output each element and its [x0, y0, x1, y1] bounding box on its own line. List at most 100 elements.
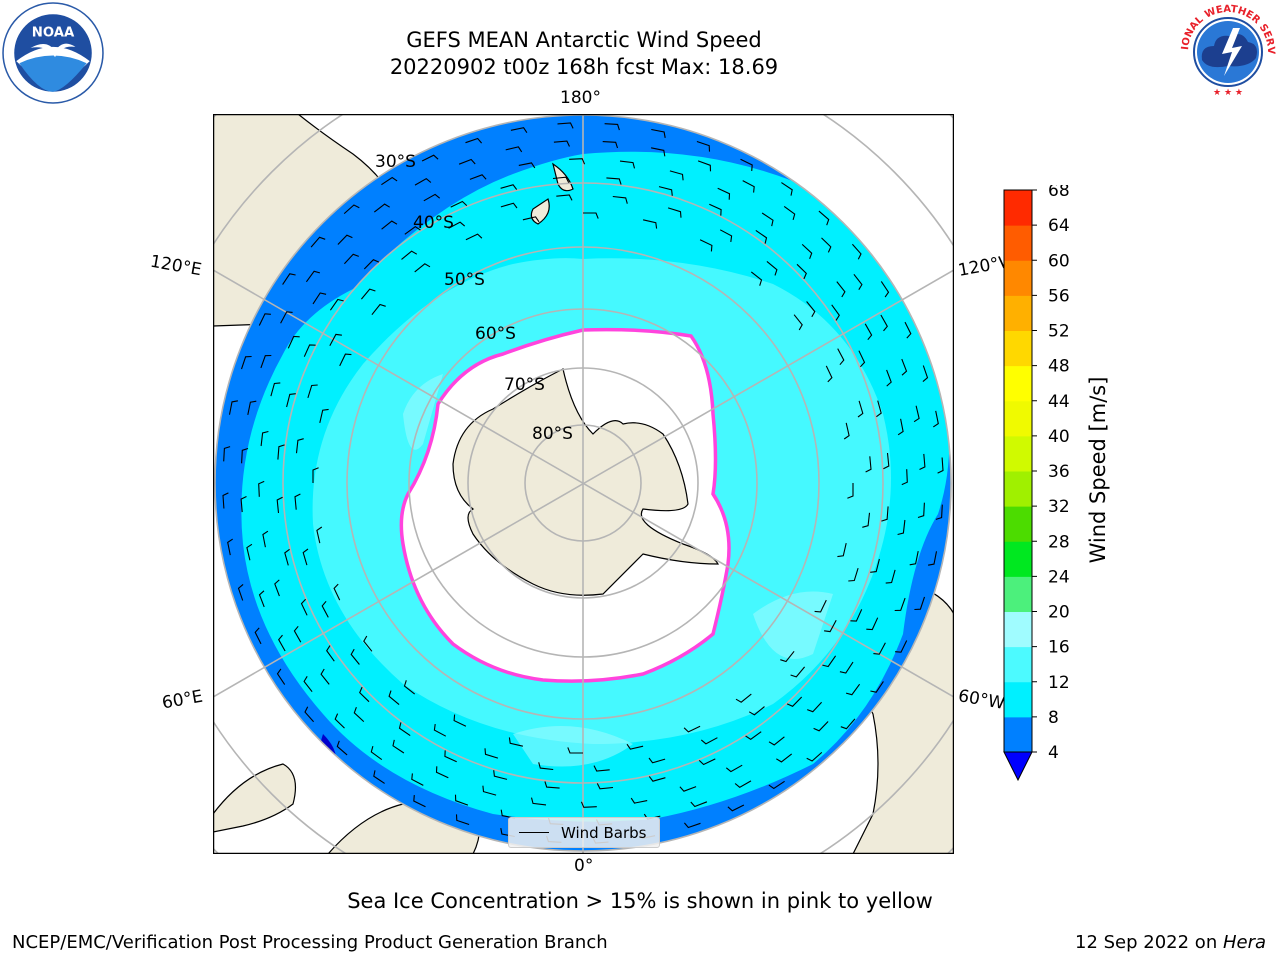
colorbar-segment: [1004, 541, 1032, 577]
polar-map: [212, 113, 955, 855]
wind-barb: [286, 393, 296, 408]
wind-barb: [293, 625, 302, 643]
wind-barb: [363, 635, 373, 652]
wind-barb: [786, 696, 803, 707]
wind-barb: [455, 814, 470, 826]
wind-barb: [719, 229, 733, 242]
wind-barb: [913, 405, 920, 423]
wind-barb: [667, 207, 682, 218]
wind-barb: [280, 311, 293, 324]
wind-barb: [839, 661, 854, 674]
wind-barb: [619, 160, 636, 169]
wind-barb: [493, 770, 508, 780]
wind-barb: [602, 141, 619, 149]
wind-barb: [450, 200, 468, 208]
wind-barb: [648, 776, 666, 782]
wind-barb: [847, 483, 854, 499]
colorbar-segment: [1004, 506, 1032, 542]
wind-barb: [360, 288, 376, 300]
wind-barb: [824, 619, 837, 633]
lat-label-30s: 30°S: [375, 152, 416, 172]
wind-barb: [768, 780, 785, 790]
caption: Sea Ice Concentration > 15% is shown in …: [347, 889, 933, 913]
map-frame: [212, 113, 955, 855]
wind-barb: [593, 765, 610, 772]
wind-barb: [282, 273, 296, 285]
wind-barb: [277, 444, 285, 460]
wind-barb: [254, 627, 262, 645]
lon-label-0: 0°: [574, 856, 594, 876]
wind-barb: [750, 271, 763, 286]
lon-label-60e: 60°E: [160, 686, 205, 714]
wind-barb: [698, 758, 716, 766]
wind-barb: [567, 747, 583, 754]
wind-barb: [552, 176, 570, 183]
wind-barb: [894, 597, 906, 612]
wind-barb: [922, 365, 929, 383]
wind-barb: [851, 243, 862, 260]
colorbar-segment: [1004, 716, 1032, 753]
wind-barb: [343, 204, 360, 215]
wind-barb: [303, 344, 316, 357]
wind-barb: [303, 676, 313, 693]
wind-barb: [836, 281, 846, 298]
wind-barb: [448, 221, 466, 229]
wind-barb: [781, 182, 793, 196]
title-line-1: GEFS MEAN Antarctic Wind Speed: [406, 28, 762, 52]
wind-barb: [895, 640, 908, 653]
wind-barb: [822, 655, 837, 668]
wind-barb: [727, 804, 745, 812]
wind-barb: [453, 714, 467, 727]
wind-barb: [669, 170, 684, 181]
wind-barb: [761, 212, 774, 227]
wind-barb: [556, 194, 573, 201]
title-line-2: 20220902 t00z 168h fcst Max: 18.69: [389, 55, 779, 79]
wind-barb: [294, 493, 301, 510]
wind-barb: [870, 558, 880, 573]
colorbar-tick-label: 36: [1048, 462, 1070, 482]
lat-label-70s: 70°S: [504, 375, 545, 395]
colorbar-tick-label: 68: [1048, 185, 1070, 201]
wind-barb: [329, 333, 342, 347]
colorbar-label: Wind Speed [m/s]: [1086, 376, 1110, 564]
wind-barb: [917, 502, 925, 519]
footer-date-text: 12 Sep 2022 on: [1075, 932, 1223, 953]
wind-barb: [837, 542, 847, 558]
wind-barb: [914, 596, 926, 611]
wind-barb: [557, 122, 574, 129]
wind-barb: [371, 303, 386, 316]
wind-barb: [359, 686, 370, 703]
wind-barb: [278, 634, 286, 652]
wind-barb: [813, 721, 829, 732]
wind-barb: [776, 753, 793, 763]
wind-barb: [648, 757, 666, 764]
wind-barb: [530, 797, 547, 806]
wind-barb: [381, 176, 398, 186]
wind-barb: [274, 579, 280, 597]
wind-barb: [850, 609, 863, 622]
wind-barb: [319, 408, 329, 424]
wind-barb: [329, 298, 344, 311]
wind-barb: [553, 140, 570, 147]
wind-barb: [870, 681, 884, 693]
wind-barb: [444, 750, 457, 763]
wind-barb: [284, 548, 290, 566]
wind-barb: [312, 467, 319, 483]
wind-barb: [350, 648, 360, 665]
wind-barb: [806, 751, 823, 762]
wind-barb: [901, 358, 908, 376]
wind-barb: [690, 801, 708, 808]
wind-barb: [258, 313, 271, 326]
wind-barb: [300, 598, 308, 616]
wind-barb: [807, 701, 823, 713]
wind-barb: [270, 382, 281, 397]
wind-barb: [258, 480, 265, 497]
wind-barb: [260, 430, 269, 447]
wind-barb: [612, 195, 628, 204]
svg-text:NOAA: NOAA: [32, 26, 75, 41]
colorbar-tick-label: 40: [1048, 427, 1070, 447]
wind-barb: [642, 219, 658, 229]
wind-barb: [864, 323, 873, 341]
wind-barb: [411, 773, 424, 786]
lat-label-40s: 40°S: [413, 213, 454, 233]
